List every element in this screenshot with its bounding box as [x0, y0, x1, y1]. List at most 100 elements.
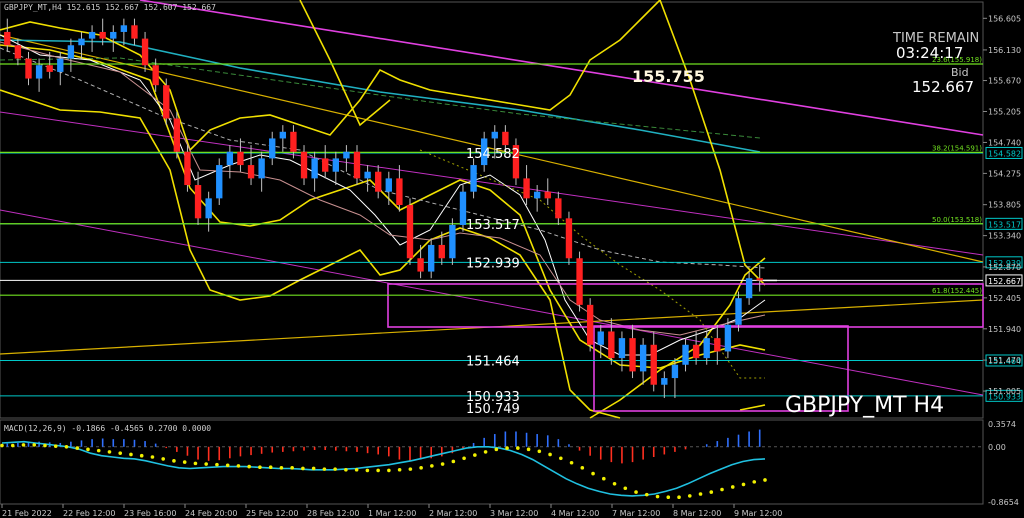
macd-y-tick-label: 0.00 [988, 443, 1006, 452]
y-tick-label: 152.870 [988, 263, 1021, 272]
macd-signal-dot [462, 456, 466, 460]
candle-up [534, 192, 540, 199]
macd-label: MACD(12,26,9) -0.1866 -0.4565 0.2700 0.0… [4, 424, 211, 433]
macd-signal-dot [538, 449, 542, 453]
candle-down [523, 178, 529, 198]
macd-signal-dot [22, 443, 26, 447]
x-tick-label: 28 Feb 12:00 [307, 509, 359, 518]
x-tick-label: 2 Mar 12:00 [429, 509, 477, 518]
macd-signal-dot [215, 463, 219, 467]
candle-down [566, 218, 572, 258]
candle-up [121, 25, 127, 32]
price-annotation: 151.464 [466, 354, 520, 369]
price-annotation: 154.582 [466, 147, 520, 162]
candle-up [704, 338, 710, 358]
candle-down [439, 245, 445, 258]
macd-signal-dot [634, 490, 638, 494]
candle-up [672, 365, 678, 378]
candle-down [545, 192, 551, 199]
candle-up [311, 158, 317, 178]
macd-signal-dot [709, 490, 713, 494]
macd-signal-dot [312, 467, 316, 471]
macd-signal-dot [151, 455, 155, 459]
macd-signal-dot [118, 451, 122, 455]
macd-signal-dot [140, 454, 144, 458]
candle-up [619, 338, 625, 358]
macd-signal-dot [409, 467, 413, 471]
macd-signal-dot [484, 450, 488, 454]
fib-label: 61.8(152.445) [932, 287, 982, 295]
candle-down [354, 152, 360, 179]
candle-up [89, 32, 95, 39]
macd-signal-dot [258, 465, 262, 469]
candle-down [301, 152, 307, 179]
macd-signal-dot [183, 460, 187, 464]
candle-down [396, 178, 402, 205]
macd-signal-dot [97, 449, 101, 453]
macd-signal-dot [301, 467, 305, 471]
candle-down [15, 45, 21, 58]
x-tick-label: 24 Feb 20:00 [185, 509, 237, 518]
macd-signal-dot [43, 444, 47, 448]
macd-signal-dot [280, 466, 284, 470]
macd-signal-dot [452, 460, 456, 464]
time-remain-value: 03:24:17 [896, 44, 963, 62]
price-annotation: 152.939 [466, 256, 520, 271]
macd-signal-dot [645, 493, 649, 497]
macd-signal-dot [204, 462, 208, 466]
x-tick-label: 21 Feb 2022 [2, 509, 52, 518]
x-tick-label: 1 Mar 12:00 [368, 509, 416, 518]
candle-up [258, 158, 264, 178]
candle-down [576, 258, 582, 305]
y-tick-label: 155.205 [988, 107, 1021, 116]
macd-signal-dot [398, 468, 402, 472]
candle-up [725, 325, 731, 352]
macd-signal-dot [441, 462, 445, 466]
macd-signal-dot [473, 453, 477, 457]
macd-signal-dot [194, 462, 198, 466]
candle-down [142, 39, 148, 66]
x-tick-label: 23 Feb 16:00 [124, 509, 176, 518]
candle-down [322, 158, 328, 171]
macd-signal-dot [387, 469, 391, 473]
price-annotation: 153.517 [466, 218, 520, 233]
macd-signal-dot [172, 459, 176, 463]
macd-signal-dot [752, 480, 756, 484]
macd-signal-dot [742, 483, 746, 487]
candle-up [661, 378, 667, 385]
macd-signal-dot [527, 448, 531, 452]
candle-down [502, 132, 508, 145]
macd-signal-dot [419, 466, 423, 470]
price-annotation: 155.755 [632, 67, 705, 86]
x-tick-label: 22 Feb 12:00 [63, 509, 115, 518]
macd-signal-dot [495, 448, 499, 452]
candle-down [407, 205, 413, 258]
macd-signal-dot [559, 456, 563, 460]
candle-down [375, 172, 381, 192]
macd-signal-dot [237, 464, 241, 468]
y-tick-label: 151.940 [988, 325, 1021, 334]
macd-signal-dot [86, 448, 90, 452]
macd-y-tick-label: -0.8654 [988, 498, 1019, 507]
macd-signal-dot [516, 446, 520, 450]
macd-signal-dot [333, 467, 337, 471]
x-tick-label: 25 Feb 12:00 [246, 509, 298, 518]
candle-up [36, 65, 42, 78]
candle-up [746, 278, 752, 298]
macd-signal-dot [323, 467, 327, 471]
candle-down [47, 65, 53, 72]
x-tick-label: 3 Mar 12:00 [490, 509, 538, 518]
macd-signal-dot [688, 494, 692, 498]
candle-down [417, 258, 423, 271]
symbol-info: GBPJPY_MT,H4 152.615 152.667 152.607 152… [4, 3, 216, 12]
candle-up [68, 45, 74, 58]
macd-signal-dot [581, 466, 585, 470]
macd-signal-dot [505, 446, 509, 450]
macd-signal-dot [247, 465, 251, 469]
candle-down [587, 305, 593, 345]
candle-up [492, 132, 498, 139]
y-tick-label: 152.405 [988, 294, 1021, 303]
macd-signal-dot [376, 469, 380, 473]
candle-down [131, 25, 137, 38]
